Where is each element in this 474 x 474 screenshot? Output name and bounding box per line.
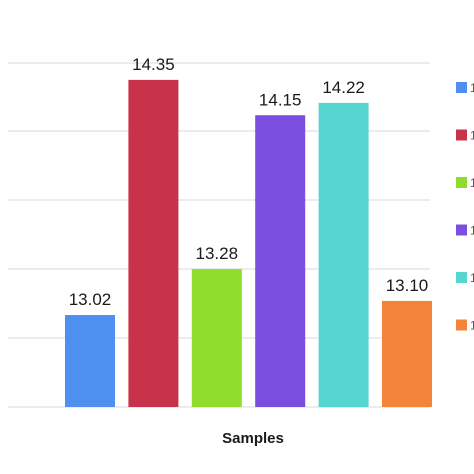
- bar-5: [318, 102, 369, 407]
- legend-swatch-4: [456, 224, 467, 236]
- legend-label-1: 1: [470, 81, 474, 95]
- legend-label-3: 1: [470, 176, 474, 190]
- data-label-5: 14.22: [322, 78, 365, 97]
- x-axis-title: Samples: [222, 430, 284, 447]
- bar-2: [128, 79, 179, 408]
- data-label-6: 13.10: [386, 276, 429, 295]
- legend-label-5: 1: [470, 271, 474, 285]
- data-label-1: 13.02: [69, 290, 112, 309]
- data-label-2: 14.35: [132, 55, 175, 74]
- data-label-4: 14.15: [259, 90, 302, 109]
- legend-swatch-5: [456, 272, 467, 283]
- bar-4: [255, 115, 306, 407]
- legend-swatch-3: [456, 177, 467, 188]
- legend-label-6: 1: [470, 319, 474, 333]
- legend-swatch-2: [456, 129, 467, 141]
- data-label-3: 13.28: [196, 244, 239, 263]
- data-labels: 13.02 14.35 13.28 14.15 14.22 13.10: [69, 55, 429, 309]
- bars: [65, 79, 432, 408]
- bar-1: [65, 315, 115, 407]
- bar-3: [191, 269, 242, 407]
- bar-6: [382, 300, 432, 407]
- legend-swatch-6: [456, 319, 467, 331]
- legend-label-2: 1: [470, 129, 474, 143]
- legend: 1 1 1 1 1 1: [456, 81, 474, 333]
- legend-swatch-1: [456, 82, 467, 93]
- legend-label-4: 1: [470, 224, 474, 238]
